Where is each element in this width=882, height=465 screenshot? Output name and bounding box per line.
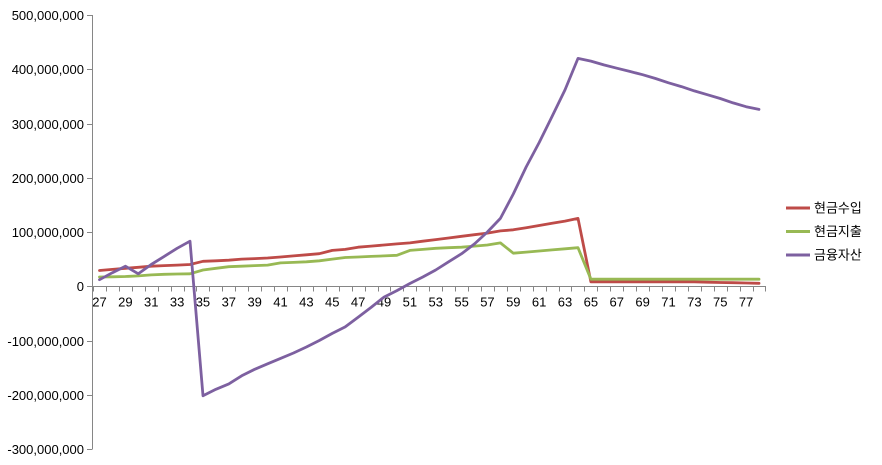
x-tick-label: 41 bbox=[273, 295, 287, 310]
x-tick-label: 37 bbox=[222, 295, 236, 310]
x-tick-label: 43 bbox=[299, 295, 313, 310]
y-axis-labels: 500,000,000 400,000,000 300,000,000 200,000… bbox=[7, 8, 84, 457]
series-line-3 bbox=[98, 57, 761, 398]
x-tick-label: 63 bbox=[558, 295, 572, 310]
x-tick-label: 75 bbox=[713, 295, 727, 310]
x-axis-labels: 27 29 31 33 35 37 39 41 43 45 47 49 51 53 55 57 59 61 63 65… bbox=[92, 295, 753, 310]
x-tick-label: 65 bbox=[584, 295, 598, 310]
x-tick-label: 27 bbox=[92, 295, 106, 310]
x-tick-label: 57 bbox=[480, 295, 494, 310]
x-tick-label: 51 bbox=[403, 295, 417, 310]
x-tick-label: 77 bbox=[739, 295, 753, 310]
y-tick-label: 100,000,000 bbox=[12, 225, 84, 240]
series-lines bbox=[98, 57, 761, 398]
x-tick-label: 29 bbox=[118, 295, 132, 310]
x-tick-label: 69 bbox=[635, 295, 649, 310]
x-axis-ticks bbox=[93, 286, 766, 292]
y-tick-label: 200,000,000 bbox=[12, 171, 84, 186]
x-tick-label: 55 bbox=[454, 295, 468, 310]
x-tick-label: 39 bbox=[247, 295, 261, 310]
x-tick-label: 45 bbox=[325, 295, 339, 310]
y-tick-label: 0 bbox=[77, 279, 84, 294]
x-tick-label: 35 bbox=[196, 295, 210, 310]
y-axis-ticks bbox=[87, 15, 93, 450]
x-tick-label: 67 bbox=[610, 295, 624, 310]
x-tick-label: 71 bbox=[661, 295, 675, 310]
y-tick-label: 500,000,000 bbox=[12, 8, 84, 23]
y-tick-label: 300,000,000 bbox=[12, 117, 84, 132]
x-tick-label: 33 bbox=[170, 295, 184, 310]
series-line-1 bbox=[98, 216, 761, 285]
x-tick-label: 59 bbox=[506, 295, 520, 310]
y-tick-label: -300,000,000 bbox=[7, 442, 84, 457]
x-tick-label: 53 bbox=[428, 295, 442, 310]
y-tick-label: -100,000,000 bbox=[7, 334, 84, 349]
y-tick-label: 400,000,000 bbox=[12, 62, 84, 77]
legend-label: 금융자산 bbox=[814, 249, 862, 264]
x-tick-label: 47 bbox=[351, 295, 365, 310]
series-line-2 bbox=[98, 241, 761, 281]
y-tick-label: -200,000,000 bbox=[7, 388, 84, 403]
x-tick-label: 61 bbox=[532, 295, 546, 310]
legend-label: 현금지출 bbox=[814, 225, 862, 240]
legend-label: 현금수입 bbox=[814, 202, 862, 217]
x-tick-label: 31 bbox=[144, 295, 158, 310]
x-tick-label: 73 bbox=[687, 295, 701, 310]
